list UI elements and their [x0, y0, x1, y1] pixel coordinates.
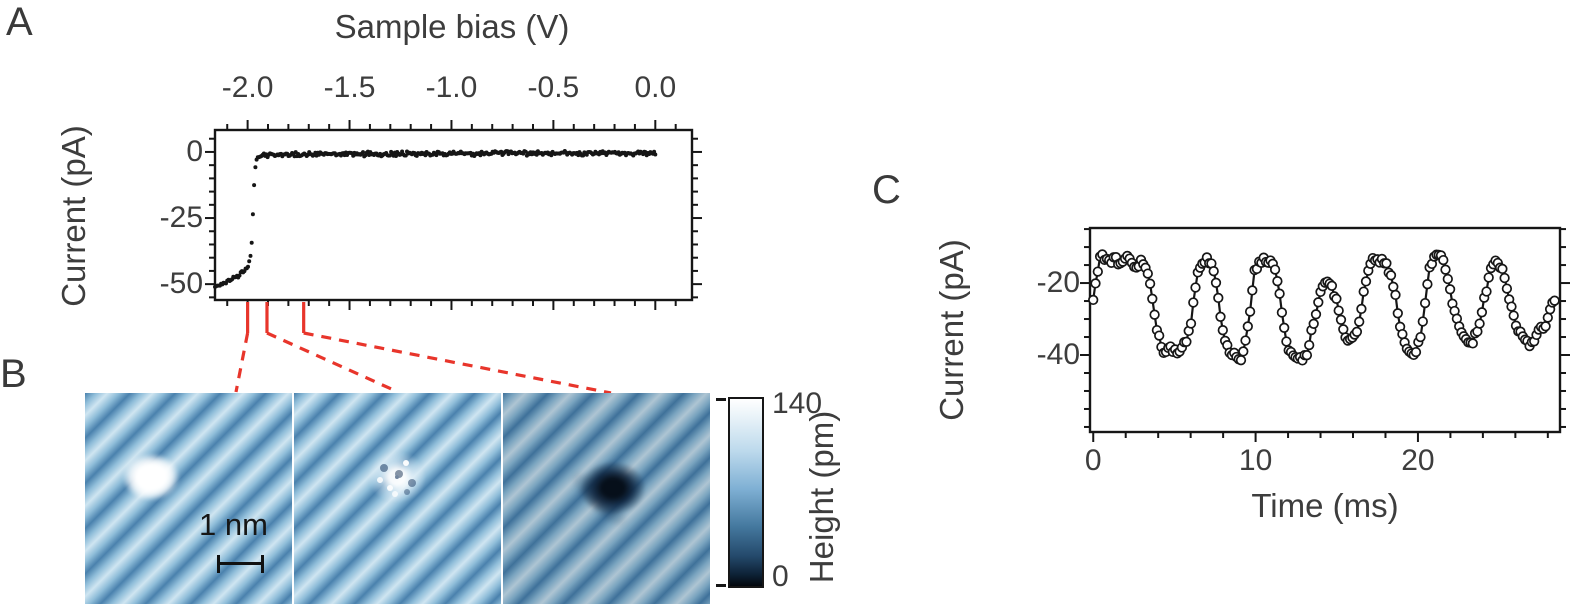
scalebar: [217, 555, 264, 573]
stm-image-2: [294, 393, 501, 604]
panel-c-data: [1088, 249, 1560, 366]
panel-c-ylabel: Current (pA): [933, 239, 970, 421]
colorbar-bottom-tick: [716, 584, 726, 587]
panel-c-frame: [1088, 226, 1562, 434]
tick-label: -25: [159, 201, 203, 235]
panel-b-label: B: [0, 352, 27, 396]
tick-label: -1.5: [323, 71, 376, 104]
panel-a-ticks: [205, 120, 702, 310]
tick-label: 0: [186, 134, 203, 168]
panel-a-title: Sample bias (V): [334, 8, 570, 45]
tick-label: -0.5: [527, 71, 580, 104]
panel-a-data: [213, 149, 658, 289]
tick-label: 0.0: [634, 71, 677, 104]
tick-label: -1.0: [425, 71, 478, 104]
colorbar-max-label: 140: [772, 387, 823, 420]
tick-label: -20: [1036, 266, 1080, 300]
bias-mark-connectors: [234, 302, 612, 395]
noise-speckles: [395, 475, 399, 479]
colorbar-axis-label: Height (pm): [803, 410, 840, 584]
panel-c-xlabel: Time (ms): [1251, 487, 1399, 524]
tick-label: -2.0: [221, 71, 274, 104]
panel-c-ticks: [1080, 228, 1570, 442]
stm-image-1: 1 nm: [85, 393, 292, 604]
tick-label: 20: [1401, 444, 1435, 477]
scalebar-right-cap: [261, 555, 264, 573]
colorbar-top-tick: [716, 398, 726, 401]
panel-a-frame: [213, 128, 694, 302]
scalebar-label: 1 nm: [199, 507, 268, 542]
panel-a-label: A: [6, 0, 33, 44]
stm-image-3: [503, 393, 710, 604]
bright-adsorbate-feature: [122, 453, 180, 501]
dark-vacancy-feature: [580, 461, 646, 515]
panel-a-ylabel: Current (pA): [55, 125, 92, 307]
tick-label: -40: [1036, 338, 1080, 371]
scalebar-bar: [217, 562, 264, 565]
panel-c-label: C: [872, 168, 901, 212]
height-colorbar: [728, 397, 764, 588]
tick-label: -50: [159, 267, 203, 301]
tick-label: 0: [1084, 444, 1102, 477]
colorbar-min-label: 0: [772, 560, 789, 593]
tick-label: 10: [1238, 444, 1273, 477]
